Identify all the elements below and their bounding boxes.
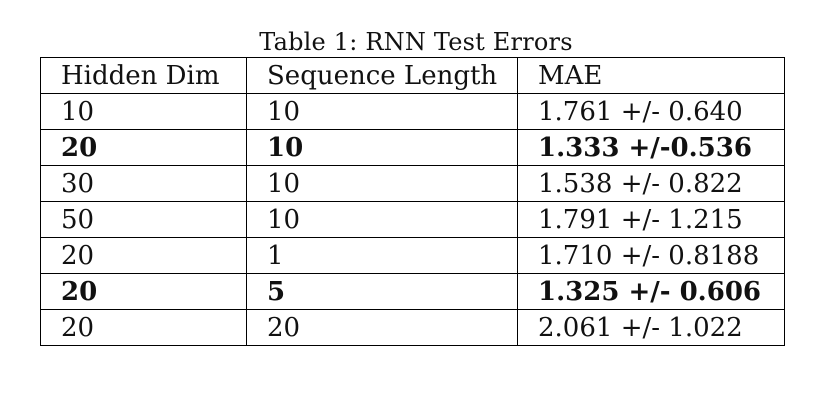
cell-hidden-dim: 10 <box>40 93 247 130</box>
table-row: 20 1 1.710 +/- 0.8188 <box>40 237 785 274</box>
cell-mae: 2.061 +/- 1.022 <box>517 309 785 346</box>
cell-sequence-length: 20 <box>246 309 518 346</box>
cell-mae: 1.710 +/- 0.8188 <box>517 237 785 274</box>
cell-hidden-dim: 20 <box>40 309 247 346</box>
results-table: Hidden Dim Sequence Length MAE 10 10 1.7… <box>40 57 785 346</box>
header-mae: MAE <box>517 57 785 94</box>
cell-hidden-dim: 30 <box>40 165 247 202</box>
cell-hidden-dim: 50 <box>40 201 247 238</box>
header-sequence-length: Sequence Length <box>246 57 518 94</box>
cell-sequence-length: 1 <box>246 237 518 274</box>
cell-sequence-length: 10 <box>246 165 518 202</box>
cell-mae: 1.538 +/- 0.822 <box>517 165 785 202</box>
table-row: 10 10 1.761 +/- 0.640 <box>40 93 785 130</box>
cell-mae: 1.761 +/- 0.640 <box>517 93 785 130</box>
table-row: 20 5 1.325 +/- 0.606 <box>40 273 785 310</box>
table-row: 20 10 1.333 +/-0.536 <box>40 129 785 166</box>
table-row: 30 10 1.538 +/- 0.822 <box>40 165 785 202</box>
cell-sequence-length: 10 <box>246 201 518 238</box>
header-hidden-dim: Hidden Dim <box>40 57 247 94</box>
cell-mae: 1.333 +/-0.536 <box>517 129 785 166</box>
cell-sequence-length: 5 <box>246 273 518 310</box>
cell-sequence-length: 10 <box>246 129 518 166</box>
table-row: 50 10 1.791 +/- 1.215 <box>40 201 785 238</box>
cell-hidden-dim: 20 <box>40 273 247 310</box>
cell-sequence-length: 10 <box>246 93 518 130</box>
table-row: 20 20 2.061 +/- 1.022 <box>40 309 785 346</box>
table-caption: Table 1: RNN Test Errors <box>259 28 573 56</box>
cell-mae: 1.325 +/- 0.606 <box>517 273 785 310</box>
table-header-row: Hidden Dim Sequence Length MAE <box>40 57 785 94</box>
cell-hidden-dim: 20 <box>40 237 247 274</box>
cell-mae: 1.791 +/- 1.215 <box>517 201 785 238</box>
cell-hidden-dim: 20 <box>40 129 247 166</box>
